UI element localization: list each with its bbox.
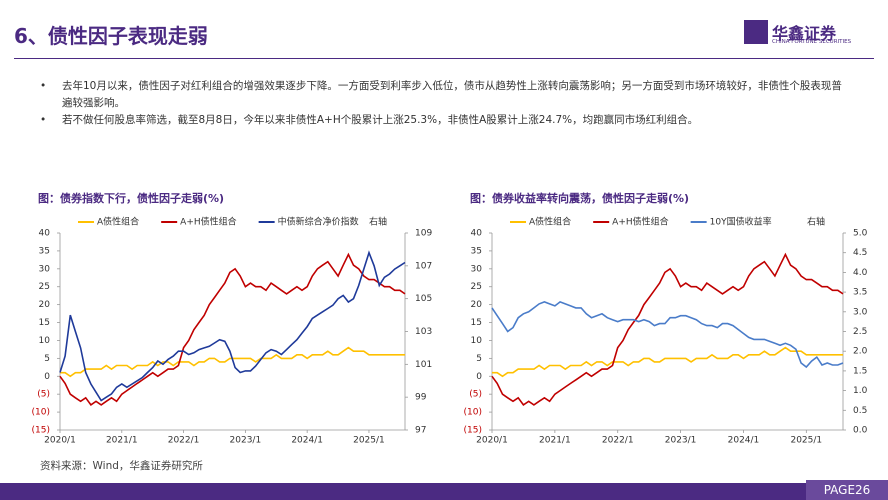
- legend-label: A+H债性组合: [612, 216, 668, 228]
- legend-label: 中债新综合净价指数: [278, 216, 359, 228]
- y2-tick-label: 3.0: [853, 307, 868, 317]
- y2-axis-label: 右轴: [369, 216, 387, 228]
- y2-tick-label: 2.5: [853, 327, 867, 337]
- y2-tick-label: 103: [415, 327, 432, 337]
- y2-tick-label: 101: [415, 360, 432, 370]
- x-tick-label: 2025/1: [353, 436, 385, 446]
- y2-tick-label: 4.5: [853, 248, 867, 258]
- y-tick-label: 35: [39, 246, 50, 256]
- y-tick-label: 25: [39, 282, 50, 292]
- chart-title: 图：债券收益率转向震荡，债性因子走弱(%): [470, 191, 689, 205]
- x-tick-label: 2022/1: [168, 436, 200, 446]
- y2-tick-label: 0.0: [853, 426, 868, 436]
- y-tick-label: 40: [39, 229, 51, 239]
- y2-tick-label: 1.0: [853, 386, 868, 396]
- y-tick-label: 35: [471, 246, 482, 256]
- y-tick-label: 15: [39, 318, 50, 328]
- x-tick-label: 2025/1: [790, 436, 822, 446]
- y-tick-label: (10): [464, 408, 482, 418]
- x-tick-label: 2024/1: [728, 436, 760, 446]
- series-line: [491, 252, 844, 406]
- series-line: [491, 300, 844, 369]
- y2-tick-label: 5.0: [853, 229, 868, 239]
- x-tick-label: 2024/1: [291, 436, 323, 446]
- bullet: 去年10月以来，债性因子对红利组合的增强效果逐步下降。一方面受到利率步入低位，债…: [40, 78, 850, 112]
- x-tick-label: 2022/1: [602, 436, 634, 446]
- page-number: PAGE26: [806, 480, 888, 500]
- y-tick-label: 40: [471, 229, 483, 239]
- y-tick-label: 10: [39, 336, 51, 346]
- x-tick-label: 2020/1: [476, 436, 508, 446]
- y2-tick-label: 99: [415, 393, 427, 403]
- series-line: [59, 252, 406, 407]
- y-tick-label: 5: [476, 354, 482, 364]
- y-tick-label: (15): [32, 426, 50, 436]
- logo: 华鑫证券: [772, 24, 837, 43]
- y-tick-label: 20: [39, 300, 51, 310]
- bullets: 去年10月以来，债性因子对红利组合的增强效果逐步下降。一方面受到利率步入低位，债…: [40, 78, 850, 129]
- footer-bar: [0, 483, 888, 500]
- y-tick-label: (10): [32, 408, 50, 418]
- y2-tick-label: 4.0: [853, 268, 868, 278]
- source: 资料来源：Wind，华鑫证券研究所: [40, 460, 203, 472]
- y-tick-label: (5): [469, 390, 482, 400]
- y2-tick-label: 105: [415, 294, 432, 304]
- y-tick-label: 15: [471, 318, 482, 328]
- x-tick-label: 2023/1: [230, 436, 262, 446]
- y2-tick-label: 2.0: [853, 347, 868, 357]
- legend-label: A债性组合: [97, 216, 139, 228]
- y-tick-label: (5): [37, 390, 50, 400]
- y-tick-label: 0: [44, 372, 50, 382]
- series-line: [59, 250, 406, 402]
- legend-label: 10Y国债收益率: [710, 216, 772, 228]
- logo-icon: [744, 20, 768, 44]
- header-rule: [14, 58, 874, 59]
- legend-label: A债性组合: [529, 216, 571, 228]
- series-line: [492, 346, 843, 378]
- y-tick-label: 5: [44, 354, 50, 364]
- y-tick-label: 30: [39, 264, 51, 274]
- slide-title: 6、债性因子表现走弱: [14, 24, 208, 48]
- y-tick-label: (15): [464, 426, 482, 436]
- logo-subtitle: CHINA FORTUNE SECURITIES: [772, 39, 852, 45]
- y-tick-label: 25: [471, 282, 482, 292]
- y-tick-label: 30: [471, 264, 483, 274]
- legend-label: A+H债性组合: [180, 216, 236, 228]
- y2-tick-label: 1.5: [853, 366, 867, 376]
- y2-tick-label: 97: [415, 426, 426, 436]
- y2-tick-label: 109: [415, 229, 432, 239]
- y-tick-label: 20: [471, 300, 483, 310]
- chart-title: 图：债券指数下行，债性因子走弱(%): [38, 191, 224, 205]
- y2-tick-label: 0.5: [853, 406, 867, 416]
- y2-tick-label: 3.5: [853, 288, 867, 298]
- y2-axis-label: 右轴: [807, 216, 825, 228]
- y-tick-label: 0: [476, 372, 482, 382]
- x-tick-label: 2020/1: [44, 436, 76, 446]
- x-tick-label: 2021/1: [106, 436, 138, 446]
- y-tick-label: 10: [471, 336, 483, 346]
- bullet: 若不做任何股息率筛选，截至8月8日，今年以来非债性A+H个股累计上涨25.3%，…: [40, 112, 850, 129]
- y2-tick-label: 107: [415, 261, 432, 271]
- x-tick-label: 2021/1: [539, 436, 571, 446]
- x-tick-label: 2023/1: [665, 436, 697, 446]
